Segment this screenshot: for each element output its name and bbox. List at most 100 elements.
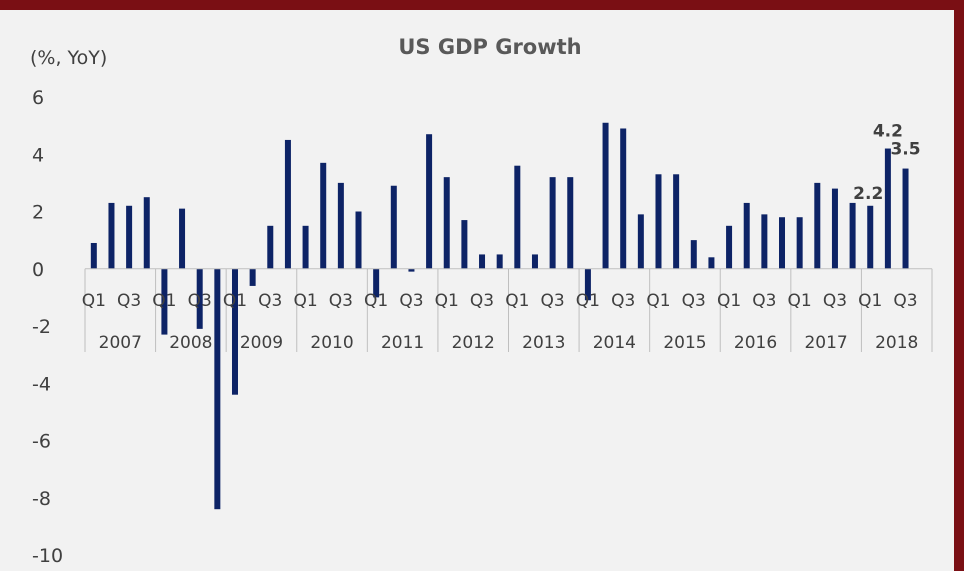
bar [143,197,150,269]
bar [196,268,203,329]
quarter-tick-label: Q3 [258,291,282,311]
y-tick-label: -8 [32,488,51,510]
quarter-tick-label: Q1 [152,291,176,311]
bar-series [90,122,909,510]
bar [831,188,838,269]
quarter-tick-label: Q1 [293,291,317,311]
data-label: 4.2 [873,122,903,142]
quarter-tick-label: Q3 [188,291,212,311]
year-tick-label: 2014 [593,333,636,353]
y-axis-ticks: 6 4 2 0 -2 -4 -6 -8 -10 [32,87,63,567]
year-tick-label: 2010 [310,333,353,353]
bar [743,202,750,269]
bar [231,268,238,395]
chart-background [0,10,954,571]
quarter-tick-label: Q3 [541,291,565,311]
quarter-tick-label: Q3 [893,291,917,311]
y-tick-label: -6 [32,431,51,453]
year-tick-label: 2018 [875,333,918,353]
bar [426,134,433,269]
quarter-tick-label: Q1 [576,291,600,311]
bar [302,225,309,269]
bar [514,165,521,269]
quarter-tick-label: Q1 [717,291,741,311]
bar [337,182,344,269]
bar [531,254,538,269]
year-tick-label: 2016 [734,333,777,353]
quarter-tick-label: Q3 [470,291,494,311]
year-tick-label: 2011 [381,333,424,353]
bar [902,168,909,269]
y-tick-label: 4 [32,144,44,166]
y-tick-label: -4 [32,373,51,395]
chart-title: US GDP Growth [398,35,581,59]
bar [849,202,856,269]
bar [584,268,591,301]
bar [284,139,291,269]
bar [637,214,644,269]
year-tick-label: 2015 [663,333,706,353]
bar [690,240,697,269]
bar [620,128,627,269]
quarter-tick-label: Q3 [117,291,141,311]
quarter-tick-label: Q1 [364,291,388,311]
quarter-tick-label: Q1 [505,291,529,311]
y-tick-label: 0 [32,259,44,281]
quarter-tick-label: Q1 [646,291,670,311]
quarter-tick-label: Q3 [611,291,635,311]
bar [779,217,786,269]
y-tick-label: 2 [32,202,44,224]
year-tick-label: 2007 [99,333,142,353]
bar [267,225,274,269]
bar [867,205,874,269]
quarter-tick-label: Q1 [82,291,106,311]
bar [408,268,415,272]
bar [320,162,327,269]
bar [108,202,115,269]
bar [179,208,186,269]
year-tick-label: 2009 [240,333,283,353]
quarter-tick-label: Q3 [399,291,423,311]
top-accent-bar [0,0,964,10]
bar [479,254,486,269]
data-label: 2.2 [853,184,883,204]
quarter-tick-label: Q1 [788,291,812,311]
bar [249,268,256,286]
bar [655,174,662,269]
right-accent-bar [954,0,964,571]
bar [567,177,574,269]
year-tick-label: 2013 [522,333,565,353]
quarter-tick-label: Q3 [329,291,353,311]
y-tick-label: -2 [32,316,51,338]
bar [761,214,768,269]
bar [461,220,468,269]
bar [126,205,133,269]
bar [355,211,362,269]
bar [373,268,380,298]
y-axis-label: (%, YoY) [30,47,107,69]
bar [496,254,503,269]
year-tick-label: 2008 [169,333,212,353]
year-tick-label: 2017 [804,333,847,353]
bar [796,217,803,269]
quarter-tick-label: Q1 [435,291,459,311]
quarter-tick-label: Q3 [752,291,776,311]
data-labels: 2.2 4.23.5 [853,122,920,204]
y-tick-label: 6 [32,87,44,109]
year-tick-label: 2012 [452,333,495,353]
bar [443,177,450,269]
bar [814,182,821,269]
y-tick-label: -10 [32,545,63,567]
bar [549,177,556,269]
x-axis: Q1 Q3 2007 Q1 Q3 2008 Q1 Q3 2009 Q1 Q3 2010 Q1 Q3 2011… [82,268,933,353]
bar [161,268,168,335]
quarter-tick-label: Q3 [682,291,706,311]
bar [884,148,891,269]
bar [214,268,221,510]
bar [90,242,97,269]
bar [726,225,733,269]
bar [602,122,609,269]
bar [708,257,715,269]
